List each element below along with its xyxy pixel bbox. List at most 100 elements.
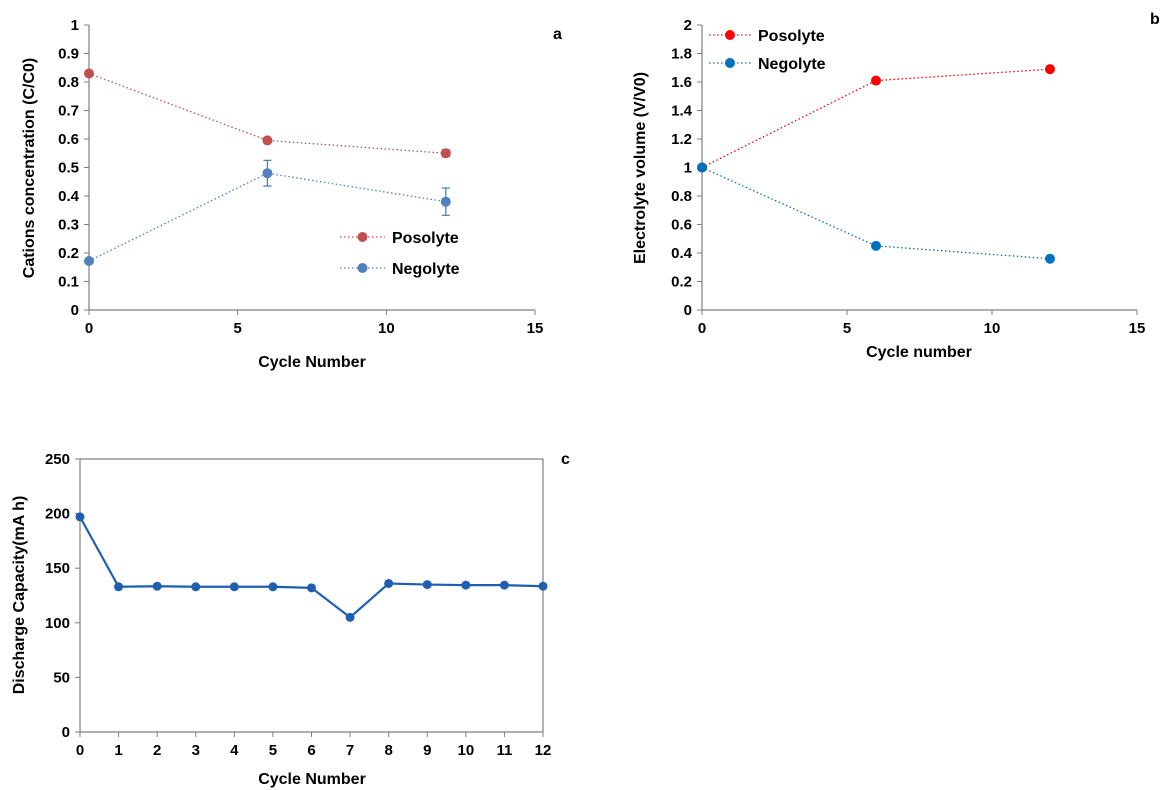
y-tick-label: 0.8 (671, 188, 692, 205)
y-tick-label: 1 (71, 17, 79, 34)
y-axis-title: Electrolyte volume (V/V0) (632, 72, 649, 264)
y-axis-title: Cations concentration (C/C0) (21, 58, 38, 278)
x-tick-label: 0 (85, 320, 93, 337)
x-tick-label: 9 (423, 742, 431, 759)
legend-label: Posolyte (758, 28, 825, 45)
legend-marker (357, 263, 368, 273)
data-point (84, 68, 94, 79)
x-tick-label: 0 (698, 320, 706, 337)
x-axis-title: Cycle Number (258, 354, 366, 371)
x-tick-label: 5 (233, 320, 241, 337)
panel-label: c (561, 451, 570, 468)
y-tick-label: 0.2 (58, 245, 79, 262)
y-tick-label: 0 (71, 302, 79, 319)
x-tick-label: 2 (153, 742, 161, 759)
y-tick-label: 0.9 (58, 46, 79, 63)
legend-marker (357, 232, 368, 242)
y-tick-label: 0 (62, 724, 70, 741)
data-point (461, 580, 471, 590)
x-tick-label: 10 (378, 320, 395, 337)
legend-marker (725, 58, 735, 68)
y-tick-label: 0.1 (58, 274, 79, 291)
x-tick-label: 8 (384, 742, 392, 759)
x-axis-title: Cycle number (866, 344, 972, 361)
y-tick-label: 2 (684, 17, 692, 34)
data-point (499, 580, 509, 590)
x-tick-label: 1 (114, 742, 122, 759)
data-point (268, 582, 278, 592)
x-tick-label: 6 (307, 742, 315, 759)
legend-label: Negolyte (392, 261, 460, 278)
y-tick-label: 200 (45, 506, 70, 523)
chart-panel-b: 0 0.2 0.4 0.6 0.8 1 1.2 1.4 1.6 1.8 2 0 5 10 15 Cycle n… (632, 11, 1160, 361)
y-tick-label: 0.5 (58, 160, 79, 177)
data-point (697, 162, 707, 173)
legend-marker (725, 30, 735, 40)
legend-label: Negolyte (758, 56, 826, 73)
y-tick-label: 250 (45, 451, 70, 468)
x-tick-label: 4 (230, 742, 239, 759)
x-tick-label: 15 (1129, 320, 1146, 337)
data-point (84, 255, 94, 266)
y-tick-label: 0.8 (58, 74, 79, 91)
y-tick-label: 0.6 (671, 217, 692, 234)
x-tick-label: 10 (984, 320, 1001, 337)
y-tick-label: 0.4 (671, 245, 693, 262)
data-point (1045, 64, 1055, 75)
y-tick-label: 1.2 (671, 131, 692, 148)
data-point (422, 580, 432, 590)
y-tick-label: 0 (684, 302, 692, 319)
data-point (440, 148, 451, 159)
y-tick-label: 100 (45, 615, 70, 632)
y-tick-label: 1.6 (671, 74, 692, 91)
y-tick-label: 0.6 (58, 131, 79, 148)
x-tick-label: 0 (76, 742, 84, 759)
y-tick-label: 0.7 (58, 103, 79, 120)
legend-label: Posolyte (392, 230, 459, 247)
x-tick-label: 10 (457, 742, 474, 759)
x-axis-title: Cycle Number (258, 771, 366, 788)
y-tick-label: 0.3 (58, 217, 79, 234)
series-0 (75, 512, 548, 622)
data-point (75, 512, 85, 522)
data-point (1045, 253, 1055, 264)
series-negolyte (697, 162, 1055, 264)
legend: Posolyte Negolyte (340, 230, 460, 278)
data-point (114, 582, 124, 592)
y-tick-label: 0.4 (58, 188, 80, 205)
series-line (79, 516, 544, 619)
legend: Posolyte Negolyte (709, 28, 826, 73)
data-point (307, 583, 316, 593)
x-tick-label: 15 (527, 320, 544, 337)
x-tick-label: 3 (192, 742, 200, 759)
y-tick-label: 150 (45, 560, 70, 577)
y-tick-label: 1 (684, 160, 692, 177)
data-point (191, 582, 201, 592)
data-point (538, 581, 548, 591)
x-tick-label: 5 (269, 742, 277, 759)
y-tick-label: 50 (53, 669, 70, 686)
data-point (345, 612, 355, 622)
x-tick-label: 5 (843, 320, 851, 337)
series-negolyte (84, 159, 451, 266)
y-axis-title: Discharge Capacity(mA h) (11, 496, 28, 695)
data-point (229, 582, 239, 592)
data-point (262, 168, 273, 179)
data-point (384, 578, 394, 588)
data-point (871, 75, 881, 86)
data-point (262, 135, 273, 146)
x-tick-label: 11 (496, 742, 512, 759)
series-posolyte (697, 64, 1055, 173)
chart-panel-a: 00.10.20.30.40.50.60.70.80.910 5 10 15Cycle… (21, 17, 562, 371)
y-tick-label: 1.8 (671, 46, 692, 63)
series-line (701, 68, 1051, 169)
y-tick-label: 0.2 (671, 274, 692, 291)
x-tick-label: 12 (535, 742, 552, 759)
data-point (440, 196, 451, 207)
panel-label: b (1150, 11, 1160, 28)
y-tick-label: 1.4 (671, 103, 693, 120)
series-posolyte (84, 68, 451, 159)
x-tick-label: 7 (346, 742, 354, 759)
